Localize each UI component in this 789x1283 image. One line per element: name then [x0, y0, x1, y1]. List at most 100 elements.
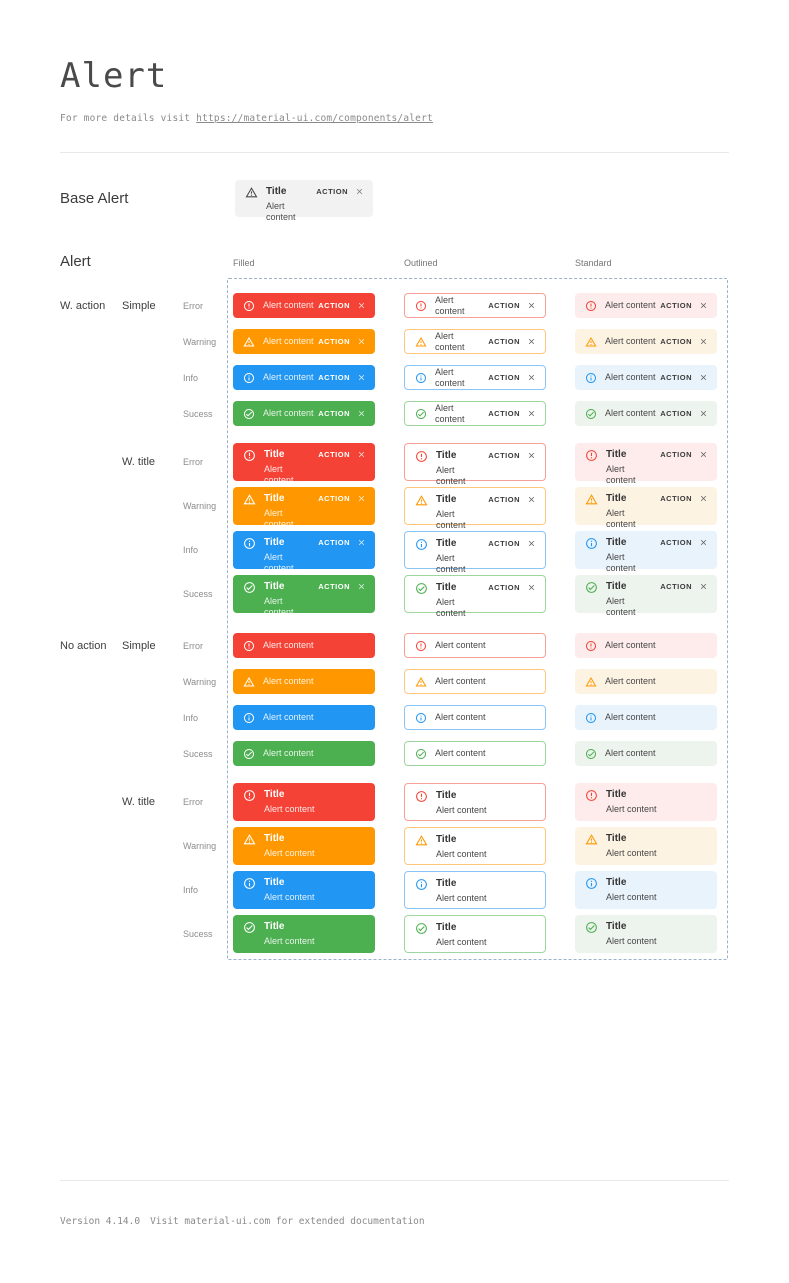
close-icon[interactable]	[699, 337, 708, 346]
action-button[interactable]: ACTION	[318, 409, 350, 418]
action-button[interactable]: ACTION	[316, 187, 348, 196]
alert-title: Title	[606, 493, 627, 504]
close-icon[interactable]	[699, 301, 708, 310]
alert-body: Title Alert content	[436, 582, 484, 619]
base-alert: Title Alert content ACTION	[235, 180, 373, 222]
alert-content: Alert content	[605, 712, 656, 722]
action-button[interactable]: ACTION	[488, 301, 520, 310]
action-button[interactable]: ACTION	[318, 450, 350, 459]
warning-icon	[415, 676, 427, 688]
alert-variants: Title Alert content ACTION Title Alert conte…	[228, 487, 717, 530]
alert-actions: ACTION	[660, 301, 708, 310]
action-button[interactable]: ACTION	[318, 301, 350, 310]
alert-body: Alert content	[435, 640, 536, 651]
close-icon[interactable]	[699, 373, 708, 382]
action-button[interactable]: ACTION	[318, 337, 350, 346]
action-button[interactable]: ACTION	[660, 494, 692, 503]
close-icon[interactable]	[355, 187, 364, 196]
info-icon	[243, 712, 255, 724]
error-icon	[585, 789, 598, 802]
close-icon[interactable]	[357, 373, 366, 382]
alert-grid-row: No action Simple Error Alert content Alert c…	[60, 633, 729, 658]
alert-variants: Title Alert content Title Alert content Titl…	[228, 783, 717, 821]
alert-content: Alert content	[263, 408, 314, 418]
warning-icon	[585, 676, 597, 688]
action-button[interactable]: ACTION	[318, 538, 350, 547]
close-icon[interactable]	[699, 538, 708, 547]
close-icon[interactable]	[357, 301, 366, 310]
alert-grid-row: Warning Alert content Alert content Alert c…	[60, 669, 729, 694]
page-title: Alert	[60, 56, 168, 96]
alert-content: Alert content	[605, 676, 656, 686]
info-icon	[415, 372, 427, 384]
close-icon[interactable]	[699, 494, 708, 503]
column-header-filled: Filled	[233, 258, 255, 268]
alert-content: Alert content	[264, 464, 294, 485]
alert-actions: ACTION	[488, 495, 536, 504]
alert-body: Alert content	[605, 336, 656, 347]
alert-title: Title	[264, 789, 285, 800]
action-button[interactable]: ACTION	[318, 494, 350, 503]
alert-standard-error: Alert content	[575, 633, 717, 658]
alert-title: Title	[436, 538, 457, 549]
warning-icon	[243, 833, 256, 846]
action-button[interactable]: ACTION	[488, 583, 520, 592]
close-icon[interactable]	[357, 582, 366, 591]
alert-actions: ACTION	[318, 409, 366, 418]
alert-variants: Title Alert content Title Alert content Titl…	[228, 827, 717, 865]
alert-body: Alert content	[435, 712, 536, 723]
close-icon[interactable]	[357, 409, 366, 418]
close-icon[interactable]	[699, 582, 708, 591]
action-button[interactable]: ACTION	[660, 538, 692, 547]
alert-content: Alert content	[263, 712, 314, 722]
alert-body: Title Alert content	[264, 449, 314, 486]
alert-content: Alert content	[436, 937, 487, 947]
action-button[interactable]: ACTION	[660, 450, 692, 459]
close-icon[interactable]	[527, 495, 536, 504]
close-icon[interactable]	[357, 538, 366, 547]
close-icon[interactable]	[527, 451, 536, 460]
alert-body: Alert content	[263, 336, 314, 347]
action-button[interactable]: ACTION	[488, 451, 520, 460]
action-button[interactable]: ACTION	[488, 495, 520, 504]
alert-actions: ACTION	[318, 582, 366, 591]
close-icon[interactable]	[527, 539, 536, 548]
action-button[interactable]: ACTION	[318, 582, 350, 591]
success-icon	[415, 582, 428, 595]
action-button[interactable]: ACTION	[660, 409, 692, 418]
alert-content: Alert content	[605, 336, 656, 346]
alert-content: Alert content	[264, 552, 294, 573]
close-icon[interactable]	[527, 373, 536, 382]
close-icon[interactable]	[357, 450, 366, 459]
alert-body: Title Alert content	[606, 789, 708, 815]
action-button[interactable]: ACTION	[488, 373, 520, 382]
close-icon[interactable]	[527, 337, 536, 346]
alert-title: Title	[606, 877, 627, 888]
action-button[interactable]: ACTION	[660, 337, 692, 346]
alert-body: Alert content	[263, 300, 314, 311]
action-button[interactable]: ACTION	[660, 373, 692, 382]
close-icon[interactable]	[357, 337, 366, 346]
close-icon[interactable]	[357, 494, 366, 503]
action-button[interactable]: ACTION	[660, 301, 692, 310]
alert-standard-sucess: Title Alert content ACTION	[575, 575, 717, 617]
action-button[interactable]: ACTION	[488, 337, 520, 346]
alert-title: Title	[606, 833, 627, 844]
alert-title: Title	[436, 450, 457, 461]
alert-content: Alert content	[435, 712, 486, 722]
close-icon[interactable]	[699, 409, 708, 418]
alert-title: Title	[436, 494, 457, 505]
action-button[interactable]: ACTION	[488, 409, 520, 418]
subtitle-link[interactable]: https://material-ui.com/components/alert	[196, 113, 433, 124]
alert-grid-row: Sucess Title Alert content Title Alert conte…	[60, 915, 729, 953]
alert-grid-row: Info Alert content ACTION Alert content ACTI…	[60, 365, 729, 390]
close-icon[interactable]	[527, 409, 536, 418]
close-icon[interactable]	[527, 583, 536, 592]
alert-title: Title	[606, 537, 627, 548]
action-button[interactable]: ACTION	[488, 539, 520, 548]
close-icon[interactable]	[527, 301, 536, 310]
action-button[interactable]: ACTION	[318, 373, 350, 382]
close-icon[interactable]	[699, 450, 708, 459]
action-button[interactable]: ACTION	[660, 582, 692, 591]
